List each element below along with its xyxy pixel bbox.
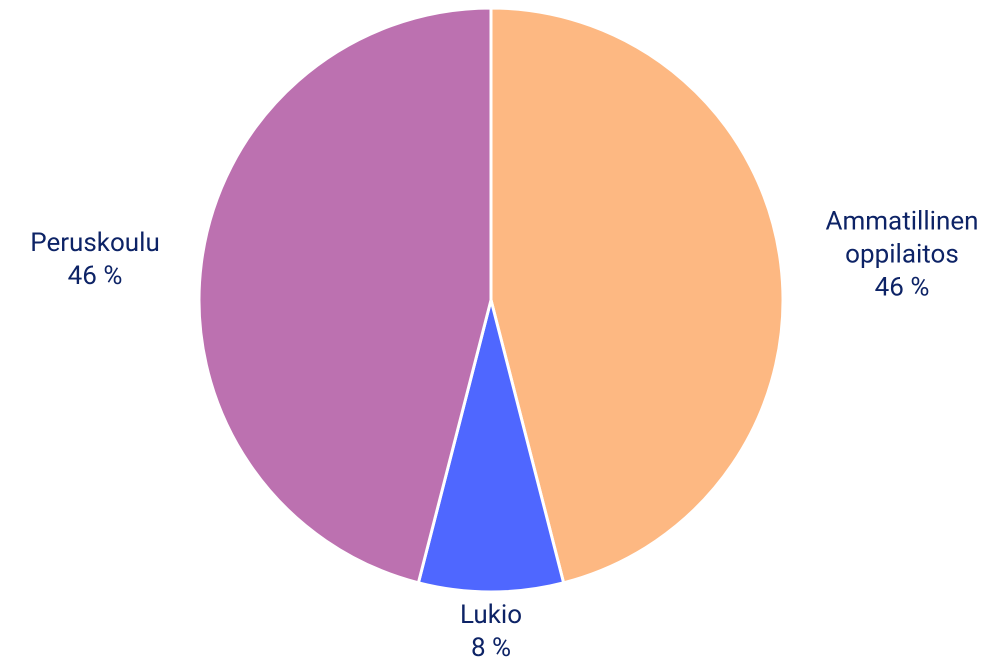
category-label: Lukio [459, 600, 523, 630]
slice-label: Ammatillinen oppilaitos 46 % [802, 206, 1000, 305]
value-label: 46 % [67, 261, 123, 291]
value-label: 46 % [874, 272, 930, 303]
pie-slice [197, 6, 493, 585]
pie-slice [416, 298, 566, 594]
pie-slice [489, 6, 785, 585]
category-label: Ammatillinen oppilaitos [825, 206, 979, 270]
category-label: Peruskoulu [30, 228, 160, 258]
slice-label: Peruskoulu 46 % [5, 227, 185, 293]
value-label: 8 % [470, 633, 512, 663]
slice-label: Lukio 8 % [431, 599, 551, 665]
